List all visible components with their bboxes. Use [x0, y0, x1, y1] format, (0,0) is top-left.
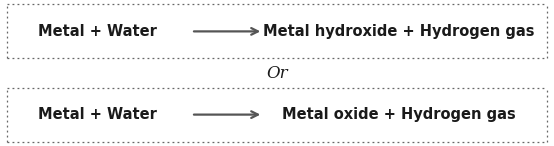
- Text: Metal hydroxide + Hydrogen gas: Metal hydroxide + Hydrogen gas: [263, 24, 535, 39]
- Text: Metal + Water: Metal + Water: [38, 107, 156, 122]
- Text: Metal oxide + Hydrogen gas: Metal oxide + Hydrogen gas: [282, 107, 516, 122]
- Text: Metal + Water: Metal + Water: [38, 24, 156, 39]
- Text: Or: Or: [266, 65, 288, 81]
